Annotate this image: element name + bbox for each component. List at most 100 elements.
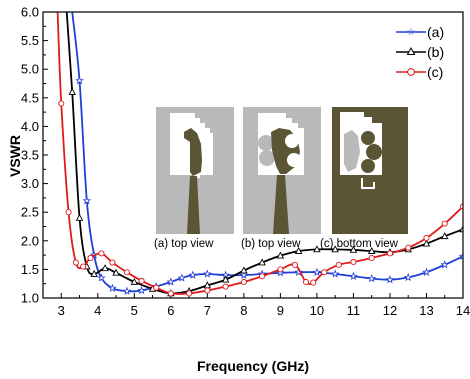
inset-c-picture — [332, 107, 408, 234]
antenna-insets: (a) top view (b) top view (c) bottom vie… — [154, 107, 408, 250]
data-point — [276, 268, 285, 277]
data-point — [58, 100, 65, 107]
data-point — [130, 277, 139, 285]
data-point — [367, 246, 376, 254]
data-point — [302, 278, 310, 286]
legend-entry-c: (c) — [396, 64, 443, 80]
x-tick-label: 13 — [419, 303, 433, 318]
data-point — [459, 225, 463, 233]
data-point — [72, 259, 79, 266]
plot-frame — [42, 11, 464, 299]
data-point — [65, 209, 72, 216]
y-tick-label: 5.5 — [21, 33, 39, 48]
data-point — [80, 263, 87, 270]
data-point — [188, 270, 198, 279]
data-point — [123, 269, 131, 276]
inset-caption-a: (a) top view — [154, 238, 214, 250]
data-point — [422, 267, 431, 276]
data-point — [385, 275, 395, 284]
data-point — [202, 269, 212, 278]
data-point — [321, 269, 328, 276]
data-point — [335, 261, 342, 268]
data-point — [98, 250, 105, 257]
data-point — [440, 232, 449, 240]
data-point — [166, 277, 176, 286]
x-tick-label: 5 — [131, 303, 138, 318]
inset-caption-b: (b) top view — [241, 238, 301, 250]
data-point — [97, 273, 106, 282]
axis-ticks: 3 4 5 6 7 8 9 10 11 12 13 14 1.0 1.5 2.0 2.5 3.0 3.5 4.0 4.… — [21, 5, 470, 319]
y-tick-label: 5.0 — [21, 62, 39, 77]
legend-label-b: (b) — [427, 44, 444, 60]
y-tick-label: 1.5 — [21, 262, 39, 277]
data-point — [101, 264, 109, 272]
data-point — [312, 267, 322, 276]
data-point — [109, 259, 116, 266]
data-point — [221, 275, 230, 283]
legend-entry-b: (b) — [396, 44, 444, 60]
series-layer — [56, 12, 463, 297]
x-tick-label: 12 — [383, 303, 397, 318]
data-point — [458, 251, 463, 260]
data-point — [313, 245, 321, 253]
data-point — [331, 245, 339, 253]
inset-caption-c: (c) bottom view — [320, 238, 399, 250]
legend-label-c: (c) — [427, 64, 443, 80]
y-tick-label: 6.0 — [21, 5, 39, 20]
x-tick-label: 3 — [58, 303, 65, 318]
x-tick-label: 9 — [277, 303, 284, 318]
data-point — [153, 284, 160, 291]
x-tick-label: 7 — [204, 303, 211, 318]
y-tick-label: 3.0 — [21, 176, 39, 191]
series-a — [71, 12, 463, 295]
data-point — [403, 272, 413, 282]
data-point — [294, 246, 303, 254]
y-tick-label: 4.0 — [21, 119, 39, 134]
data-point — [177, 273, 187, 282]
data-point — [240, 278, 247, 286]
data-point — [349, 271, 358, 280]
x-tick-label: 14 — [456, 303, 470, 318]
legend-entry-a: ☆ (a) — [396, 24, 444, 40]
data-point — [204, 287, 211, 294]
data-point — [440, 260, 450, 269]
y-axis-label: VSWR — [7, 135, 23, 177]
data-point — [75, 76, 84, 85]
x-tick-label: 6 — [167, 303, 174, 318]
data-point — [441, 220, 448, 227]
data-point — [137, 285, 146, 295]
data-point — [422, 239, 431, 247]
x-axis-label: Frequency (GHz) — [197, 358, 309, 374]
data-point — [222, 283, 229, 290]
data-point — [310, 279, 317, 286]
data-point — [350, 258, 357, 266]
data-point — [108, 283, 117, 292]
inset-b-picture — [243, 107, 321, 234]
x-tick-label: 10 — [310, 303, 324, 318]
data-point — [423, 234, 430, 241]
data-point — [330, 269, 340, 278]
data-point — [87, 254, 94, 262]
data-point — [386, 250, 394, 257]
data-point — [138, 277, 145, 284]
y-tick-label: 2.5 — [21, 205, 39, 220]
data-point — [112, 268, 120, 276]
data-point — [291, 261, 299, 268]
data-point — [239, 270, 249, 279]
data-point — [75, 213, 84, 221]
data-point — [368, 254, 375, 262]
data-point — [240, 266, 248, 274]
triangle-marker-icon — [406, 46, 416, 55]
data-point — [68, 87, 76, 95]
legend: ☆ (a) (b) (c) — [396, 24, 444, 80]
y-tick-label: 1.0 — [21, 291, 39, 306]
data-point — [259, 273, 266, 280]
x-tick-label: 8 — [240, 303, 247, 318]
data-point — [277, 266, 284, 273]
data-point — [122, 286, 132, 295]
data-point — [167, 290, 174, 297]
data-point — [349, 245, 358, 253]
x-tick-label: 11 — [347, 303, 361, 318]
data-point — [294, 267, 304, 276]
